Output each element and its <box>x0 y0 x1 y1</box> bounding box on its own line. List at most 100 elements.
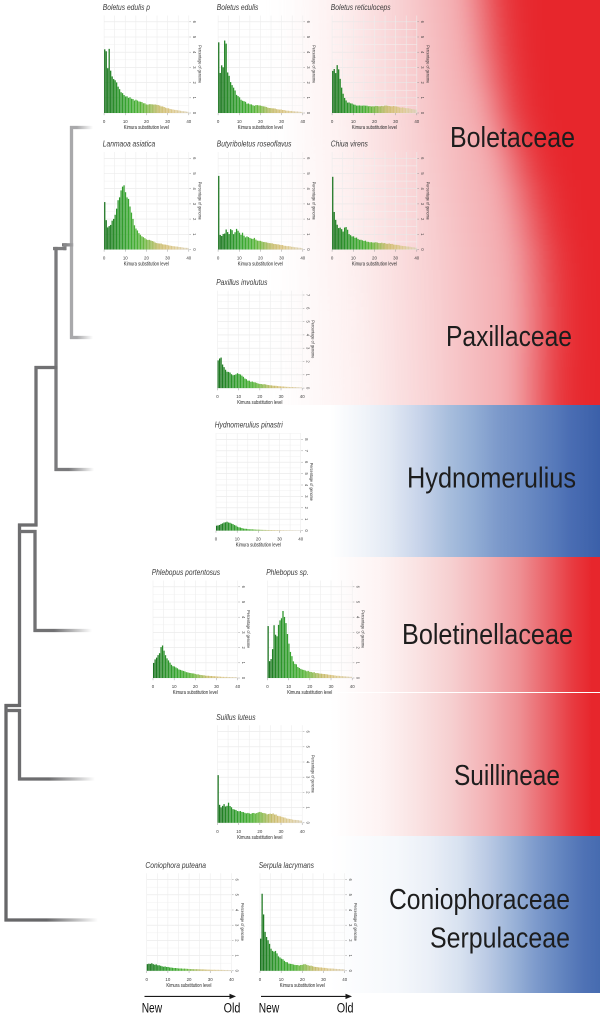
svg-text:Boletinellaceae: Boletinellaceae <box>402 618 573 650</box>
svg-text:7: 7 <box>304 450 309 453</box>
svg-text:Serpula lacrymans: Serpula lacrymans <box>259 860 315 870</box>
svg-text:6: 6 <box>304 461 309 464</box>
svg-text:5: 5 <box>420 36 425 39</box>
svg-text:1: 1 <box>192 97 197 100</box>
svg-text:10: 10 <box>123 256 128 261</box>
svg-text:Percentage of genome: Percentage of genome <box>425 182 430 220</box>
svg-text:8: 8 <box>304 438 309 441</box>
svg-text:1: 1 <box>241 662 246 665</box>
svg-text:10: 10 <box>236 394 241 399</box>
svg-text:3: 3 <box>241 631 246 634</box>
svg-text:4: 4 <box>348 909 353 912</box>
svg-text:20: 20 <box>372 256 377 261</box>
svg-text:Coniophoraceae: Coniophoraceae <box>389 883 570 915</box>
svg-text:20: 20 <box>300 977 305 982</box>
svg-text:Percentage of genome: Percentage of genome <box>240 903 245 941</box>
svg-text:0: 0 <box>306 248 311 251</box>
svg-text:0: 0 <box>217 256 220 261</box>
svg-text:Percentage of genome: Percentage of genome <box>309 463 314 501</box>
svg-text:20: 20 <box>144 256 149 261</box>
svg-text:Kimura substitution level: Kimura substitution level <box>173 690 218 696</box>
svg-text:6: 6 <box>420 157 425 160</box>
svg-text:Percentage of genome: Percentage of genome <box>425 45 430 83</box>
svg-text:6: 6 <box>241 586 246 589</box>
svg-text:1: 1 <box>420 97 425 100</box>
svg-text:5: 5 <box>192 36 197 39</box>
svg-text:2: 2 <box>192 218 197 221</box>
svg-text:Boletus edulis: Boletus edulis <box>217 2 259 12</box>
svg-text:3: 3 <box>420 203 425 206</box>
svg-text:Kimura substitution level: Kimura substitution level <box>238 125 283 131</box>
svg-text:Boletaceae: Boletaceae <box>450 121 575 153</box>
svg-text:2: 2 <box>235 939 240 942</box>
svg-text:0: 0 <box>216 394 219 399</box>
svg-text:3: 3 <box>192 203 197 206</box>
svg-text:40: 40 <box>414 256 419 261</box>
svg-text:Kimura substitution level: Kimura substitution level <box>124 125 169 131</box>
svg-text:1: 1 <box>306 233 311 236</box>
svg-text:Lanmaoa asiatica: Lanmaoa asiatica <box>103 139 156 149</box>
svg-text:10: 10 <box>279 977 284 982</box>
svg-text:1: 1 <box>306 97 311 100</box>
svg-text:Percentage of genome: Percentage of genome <box>246 610 251 648</box>
svg-text:30: 30 <box>321 977 326 982</box>
svg-text:4: 4 <box>241 616 246 619</box>
svg-text:Kimura substitution level: Kimura substitution level <box>237 400 282 406</box>
svg-text:Kimura substitution level: Kimura substitution level <box>236 543 281 549</box>
svg-text:0: 0 <box>306 112 311 115</box>
svg-text:2: 2 <box>420 81 425 84</box>
svg-text:40: 40 <box>300 256 305 261</box>
svg-text:30: 30 <box>393 119 398 124</box>
svg-text:1: 1 <box>306 374 311 377</box>
svg-text:New: New <box>259 1000 280 1015</box>
svg-text:10: 10 <box>286 684 291 689</box>
svg-text:0: 0 <box>259 977 262 982</box>
svg-text:10: 10 <box>165 977 170 982</box>
svg-text:Percentage of genome: Percentage of genome <box>311 755 316 793</box>
svg-text:0: 0 <box>306 822 311 825</box>
svg-text:4: 4 <box>420 188 425 191</box>
svg-text:6: 6 <box>306 730 311 733</box>
svg-text:0: 0 <box>348 970 353 973</box>
svg-text:30: 30 <box>208 977 213 982</box>
svg-text:Percentage of genome: Percentage of genome <box>197 45 202 83</box>
svg-text:6: 6 <box>192 21 197 24</box>
svg-text:20: 20 <box>257 394 262 399</box>
svg-text:Chiua virens: Chiua virens <box>331 139 369 149</box>
svg-text:4: 4 <box>235 909 240 912</box>
svg-text:4: 4 <box>192 188 197 191</box>
svg-text:0: 0 <box>145 977 148 982</box>
svg-text:Kimura substitution level: Kimura substitution level <box>352 262 397 268</box>
svg-text:1: 1 <box>235 954 240 957</box>
svg-text:20: 20 <box>372 119 377 124</box>
svg-text:1: 1 <box>348 954 353 957</box>
svg-text:2: 2 <box>304 507 309 510</box>
svg-text:40: 40 <box>414 119 419 124</box>
svg-text:10: 10 <box>351 119 356 124</box>
svg-text:1: 1 <box>304 518 309 521</box>
svg-text:Kimura substitution level: Kimura substitution level <box>237 835 282 841</box>
svg-text:3: 3 <box>348 924 353 927</box>
svg-text:Phlebopus sp.: Phlebopus sp. <box>266 567 308 577</box>
svg-text:New: New <box>142 1000 163 1015</box>
svg-text:4: 4 <box>356 616 361 619</box>
svg-text:Kimura substitution level: Kimura substitution level <box>238 262 283 268</box>
svg-text:6: 6 <box>192 157 197 160</box>
svg-text:Hydnomerulius: Hydnomerulius <box>407 462 576 494</box>
svg-text:30: 30 <box>277 537 282 542</box>
svg-text:Percentage of genome: Percentage of genome <box>311 182 316 220</box>
svg-text:Percentage of genome: Percentage of genome <box>353 903 358 941</box>
svg-text:20: 20 <box>258 256 263 261</box>
svg-text:6: 6 <box>235 878 240 881</box>
svg-text:20: 20 <box>258 119 263 124</box>
svg-text:5: 5 <box>420 172 425 175</box>
svg-text:Phlebopus portentosus: Phlebopus portentosus <box>152 567 221 577</box>
svg-text:30: 30 <box>279 829 284 834</box>
svg-text:3: 3 <box>306 347 311 350</box>
svg-text:6: 6 <box>306 157 311 160</box>
svg-text:1: 1 <box>356 662 361 665</box>
svg-text:0: 0 <box>304 529 309 532</box>
svg-text:4: 4 <box>306 188 311 191</box>
svg-text:0: 0 <box>420 248 425 251</box>
svg-text:5: 5 <box>306 172 311 175</box>
